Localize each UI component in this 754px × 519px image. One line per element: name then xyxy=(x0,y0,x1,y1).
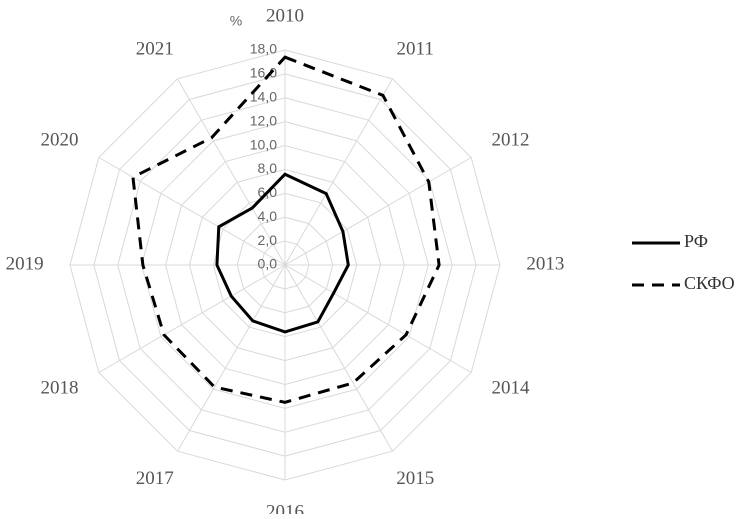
category-label: 2011 xyxy=(397,39,434,60)
spoke xyxy=(177,78,286,266)
r-tick-label: 0,0 xyxy=(258,256,278,272)
r-tick-label: 16,0 xyxy=(250,65,277,81)
spoke xyxy=(284,264,472,373)
r-tick-label: 8,0 xyxy=(258,160,278,176)
spoke xyxy=(177,264,286,452)
legend-label: РФ xyxy=(684,231,708,251)
grid xyxy=(69,49,501,481)
category-label: 2012 xyxy=(492,129,530,150)
spoke xyxy=(284,264,393,452)
series-line xyxy=(131,55,441,404)
category-label: 2015 xyxy=(396,468,434,489)
legend-label: СКФО xyxy=(684,273,735,293)
r-tick-label: 2,0 xyxy=(258,232,278,248)
category-label: 2016 xyxy=(266,501,304,514)
category-label: 2018 xyxy=(40,377,78,398)
r-tick-label: 4,0 xyxy=(258,208,278,224)
category-label: 2019 xyxy=(6,253,44,274)
spoke xyxy=(98,264,286,373)
r-tick-label: 18,0 xyxy=(250,41,277,57)
category-label: 2021 xyxy=(136,39,174,60)
category-label: 2017 xyxy=(136,468,174,489)
unit-label: % xyxy=(230,13,242,29)
spoke xyxy=(98,157,286,266)
category-label: 2013 xyxy=(526,253,564,274)
category-label: 2010 xyxy=(266,5,304,26)
r-tick-label: 14,0 xyxy=(250,88,277,104)
spoke xyxy=(284,157,472,266)
series-line xyxy=(215,172,350,334)
r-tick-label: 12,0 xyxy=(250,112,277,128)
category-label: 2014 xyxy=(492,377,531,398)
category-label: 2020 xyxy=(40,129,78,150)
r-tick-label: 10,0 xyxy=(250,136,277,152)
spoke xyxy=(284,78,393,266)
